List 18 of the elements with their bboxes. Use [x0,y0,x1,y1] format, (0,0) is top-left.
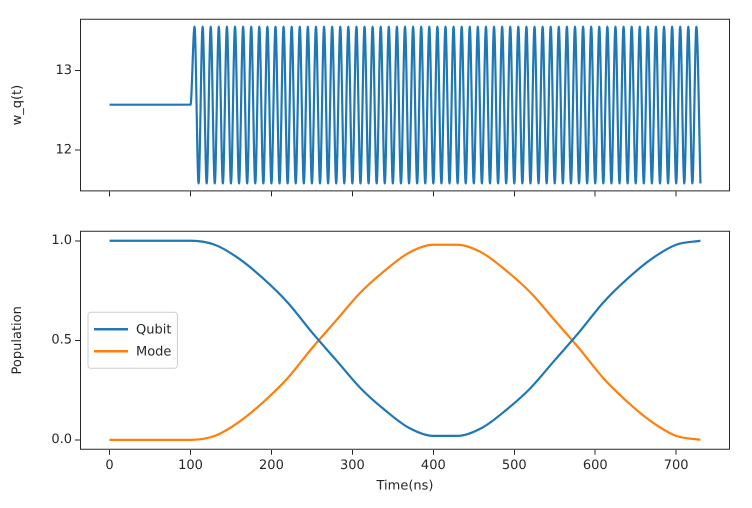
x-tick-label: 300 [340,458,365,473]
y-tick-label: 1.0 [51,233,72,248]
x-tick-label: 400 [420,458,446,473]
legend-label: Qubit [136,322,172,338]
y-axis-title: Population [10,306,26,374]
x-tick-label: 200 [259,458,284,473]
x-tick-label: 100 [178,458,203,473]
x-axis-title: Time(ns) [376,478,434,494]
x-tick-label: 700 [664,458,689,473]
x-tick-label: 0 [105,458,114,473]
y-tick-label: 12 [55,142,72,158]
y-tick-label: 0.5 [51,332,72,348]
x-tick-label: 600 [582,458,608,473]
y-axis-title: w_q(t) [10,84,26,126]
legend-label: Mode [136,344,172,360]
y-tick-label: 0.0 [51,432,72,448]
x-tick-label: 500 [502,458,527,473]
y-tick-label: 13 [55,62,72,78]
